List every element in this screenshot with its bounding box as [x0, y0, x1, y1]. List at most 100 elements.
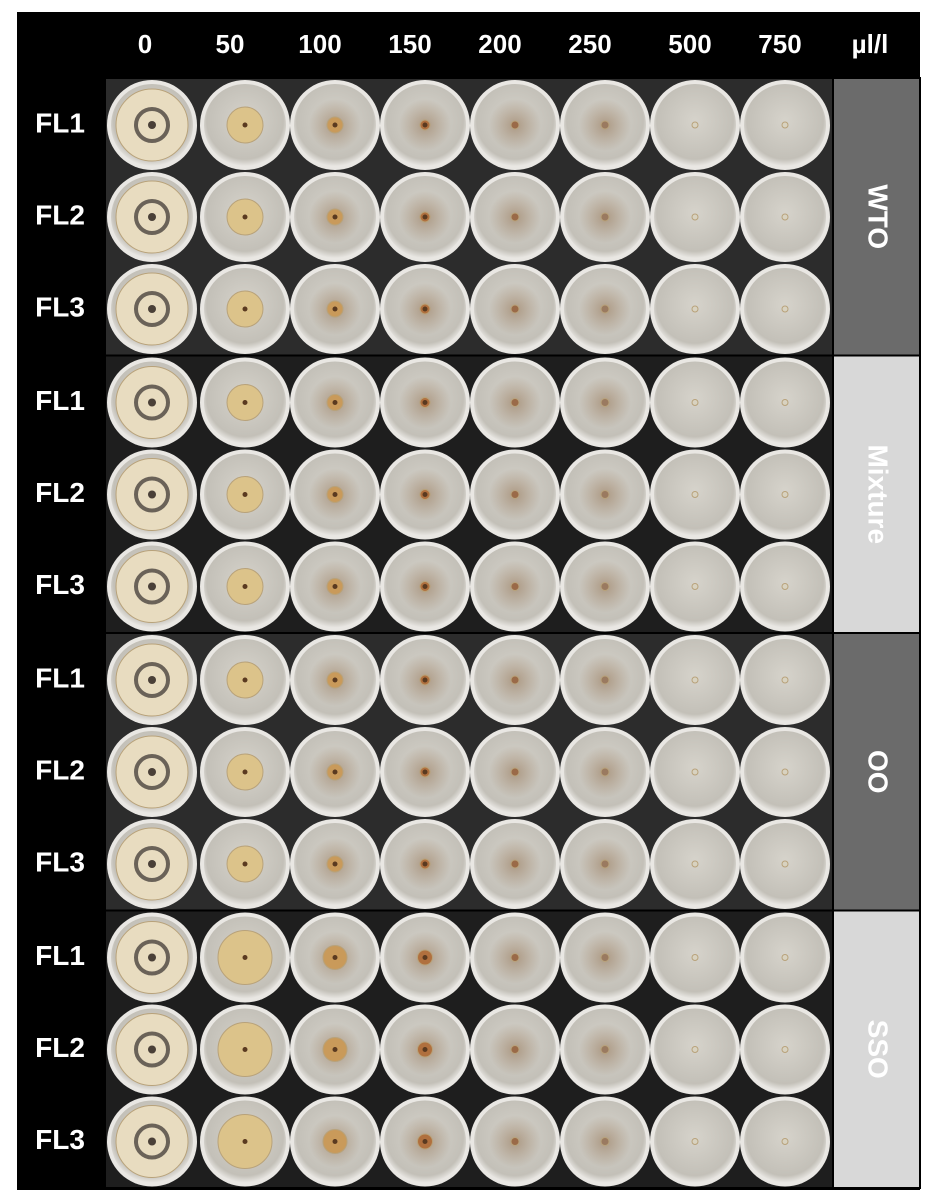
column-header: 150 — [388, 29, 431, 59]
colony — [781, 1046, 789, 1053]
group-label: WTO — [863, 184, 894, 249]
column-header: 50 — [216, 29, 245, 59]
colony-center — [332, 677, 338, 683]
colony-center — [332, 584, 338, 589]
colony — [600, 1137, 610, 1146]
colony-ring — [134, 1031, 170, 1068]
colony-center — [242, 677, 248, 683]
colony — [781, 213, 789, 221]
colony-ring — [134, 1123, 170, 1160]
group-label-box — [832, 632, 921, 912]
colony — [600, 490, 610, 499]
colony — [691, 954, 699, 961]
colony-ring — [134, 939, 170, 976]
colony — [600, 767, 610, 777]
colony — [510, 1137, 520, 1146]
colony — [691, 1138, 699, 1145]
colony-center — [242, 492, 248, 497]
row-label: FL2 — [35, 754, 85, 785]
colony-ring — [134, 662, 170, 698]
colony-center — [148, 213, 156, 221]
colony — [600, 1045, 610, 1054]
colony-center — [242, 122, 248, 128]
colony — [510, 582, 520, 591]
colony-center — [332, 769, 338, 775]
colony — [781, 491, 789, 498]
colony — [600, 304, 610, 314]
row-label: FL2 — [35, 1032, 85, 1063]
colony — [600, 953, 610, 962]
colony — [510, 859, 520, 869]
colony-center — [422, 769, 428, 775]
colony-center — [242, 214, 248, 220]
colony-ring — [134, 384, 170, 421]
colony-center — [332, 306, 338, 312]
colony-center — [332, 214, 338, 220]
colony-center — [332, 955, 338, 960]
group-label: Mixture — [863, 444, 894, 544]
colony — [600, 582, 610, 591]
row-label: FL1 — [35, 107, 85, 138]
colony — [510, 1045, 520, 1054]
column-header: 0 — [138, 29, 152, 59]
colony-center — [242, 1047, 248, 1052]
colony-center — [242, 861, 248, 867]
colony-center — [148, 121, 156, 129]
column-header: 500 — [668, 29, 711, 59]
colony-center — [148, 860, 156, 868]
colony-center — [422, 122, 428, 128]
colony — [691, 583, 699, 590]
colony-center — [242, 1139, 248, 1144]
colony-center — [422, 584, 428, 589]
colony-center — [242, 955, 248, 960]
colony-center — [242, 769, 248, 775]
row-label: FL1 — [35, 662, 85, 693]
colony-center — [422, 214, 428, 220]
colony-center — [148, 305, 156, 313]
colony-center — [242, 584, 248, 589]
row-label: FL1 — [35, 940, 85, 971]
colony-center — [422, 955, 428, 960]
colony — [781, 583, 789, 590]
colony — [600, 212, 610, 222]
colony-center — [422, 1139, 428, 1144]
colony-center — [332, 122, 338, 128]
colony — [691, 305, 699, 313]
colony — [510, 953, 520, 962]
row-label: FL3 — [35, 291, 85, 322]
row-label: FL3 — [35, 1124, 85, 1155]
colony — [600, 675, 610, 685]
colony-center — [422, 861, 428, 867]
colony-center — [332, 1139, 338, 1144]
colony — [510, 120, 520, 130]
colony-center — [148, 953, 156, 962]
colony-ring — [134, 568, 170, 605]
group-label: SSO — [863, 1020, 894, 1079]
colony — [510, 212, 520, 222]
colony-ring — [134, 476, 170, 513]
colony-center — [332, 400, 338, 405]
colony — [510, 767, 520, 777]
colony-center — [148, 676, 156, 684]
colony-ring — [134, 199, 170, 235]
colony — [691, 768, 699, 776]
colony — [781, 954, 789, 961]
colony-center — [148, 490, 156, 499]
colony-center — [422, 400, 428, 405]
colony — [691, 491, 699, 498]
column-header: 250 — [568, 29, 611, 59]
unit-label: µl/l — [852, 29, 889, 59]
colony — [691, 121, 699, 129]
colony — [691, 860, 699, 868]
colony-center — [332, 1047, 338, 1052]
row-label: FL3 — [35, 569, 85, 600]
colony — [691, 1046, 699, 1053]
colony — [781, 860, 789, 868]
column-header: 100 — [298, 29, 341, 59]
colony — [691, 676, 699, 684]
colony-center — [148, 1137, 156, 1146]
colony-center — [332, 492, 338, 497]
colony — [600, 120, 610, 130]
colony — [781, 676, 789, 684]
